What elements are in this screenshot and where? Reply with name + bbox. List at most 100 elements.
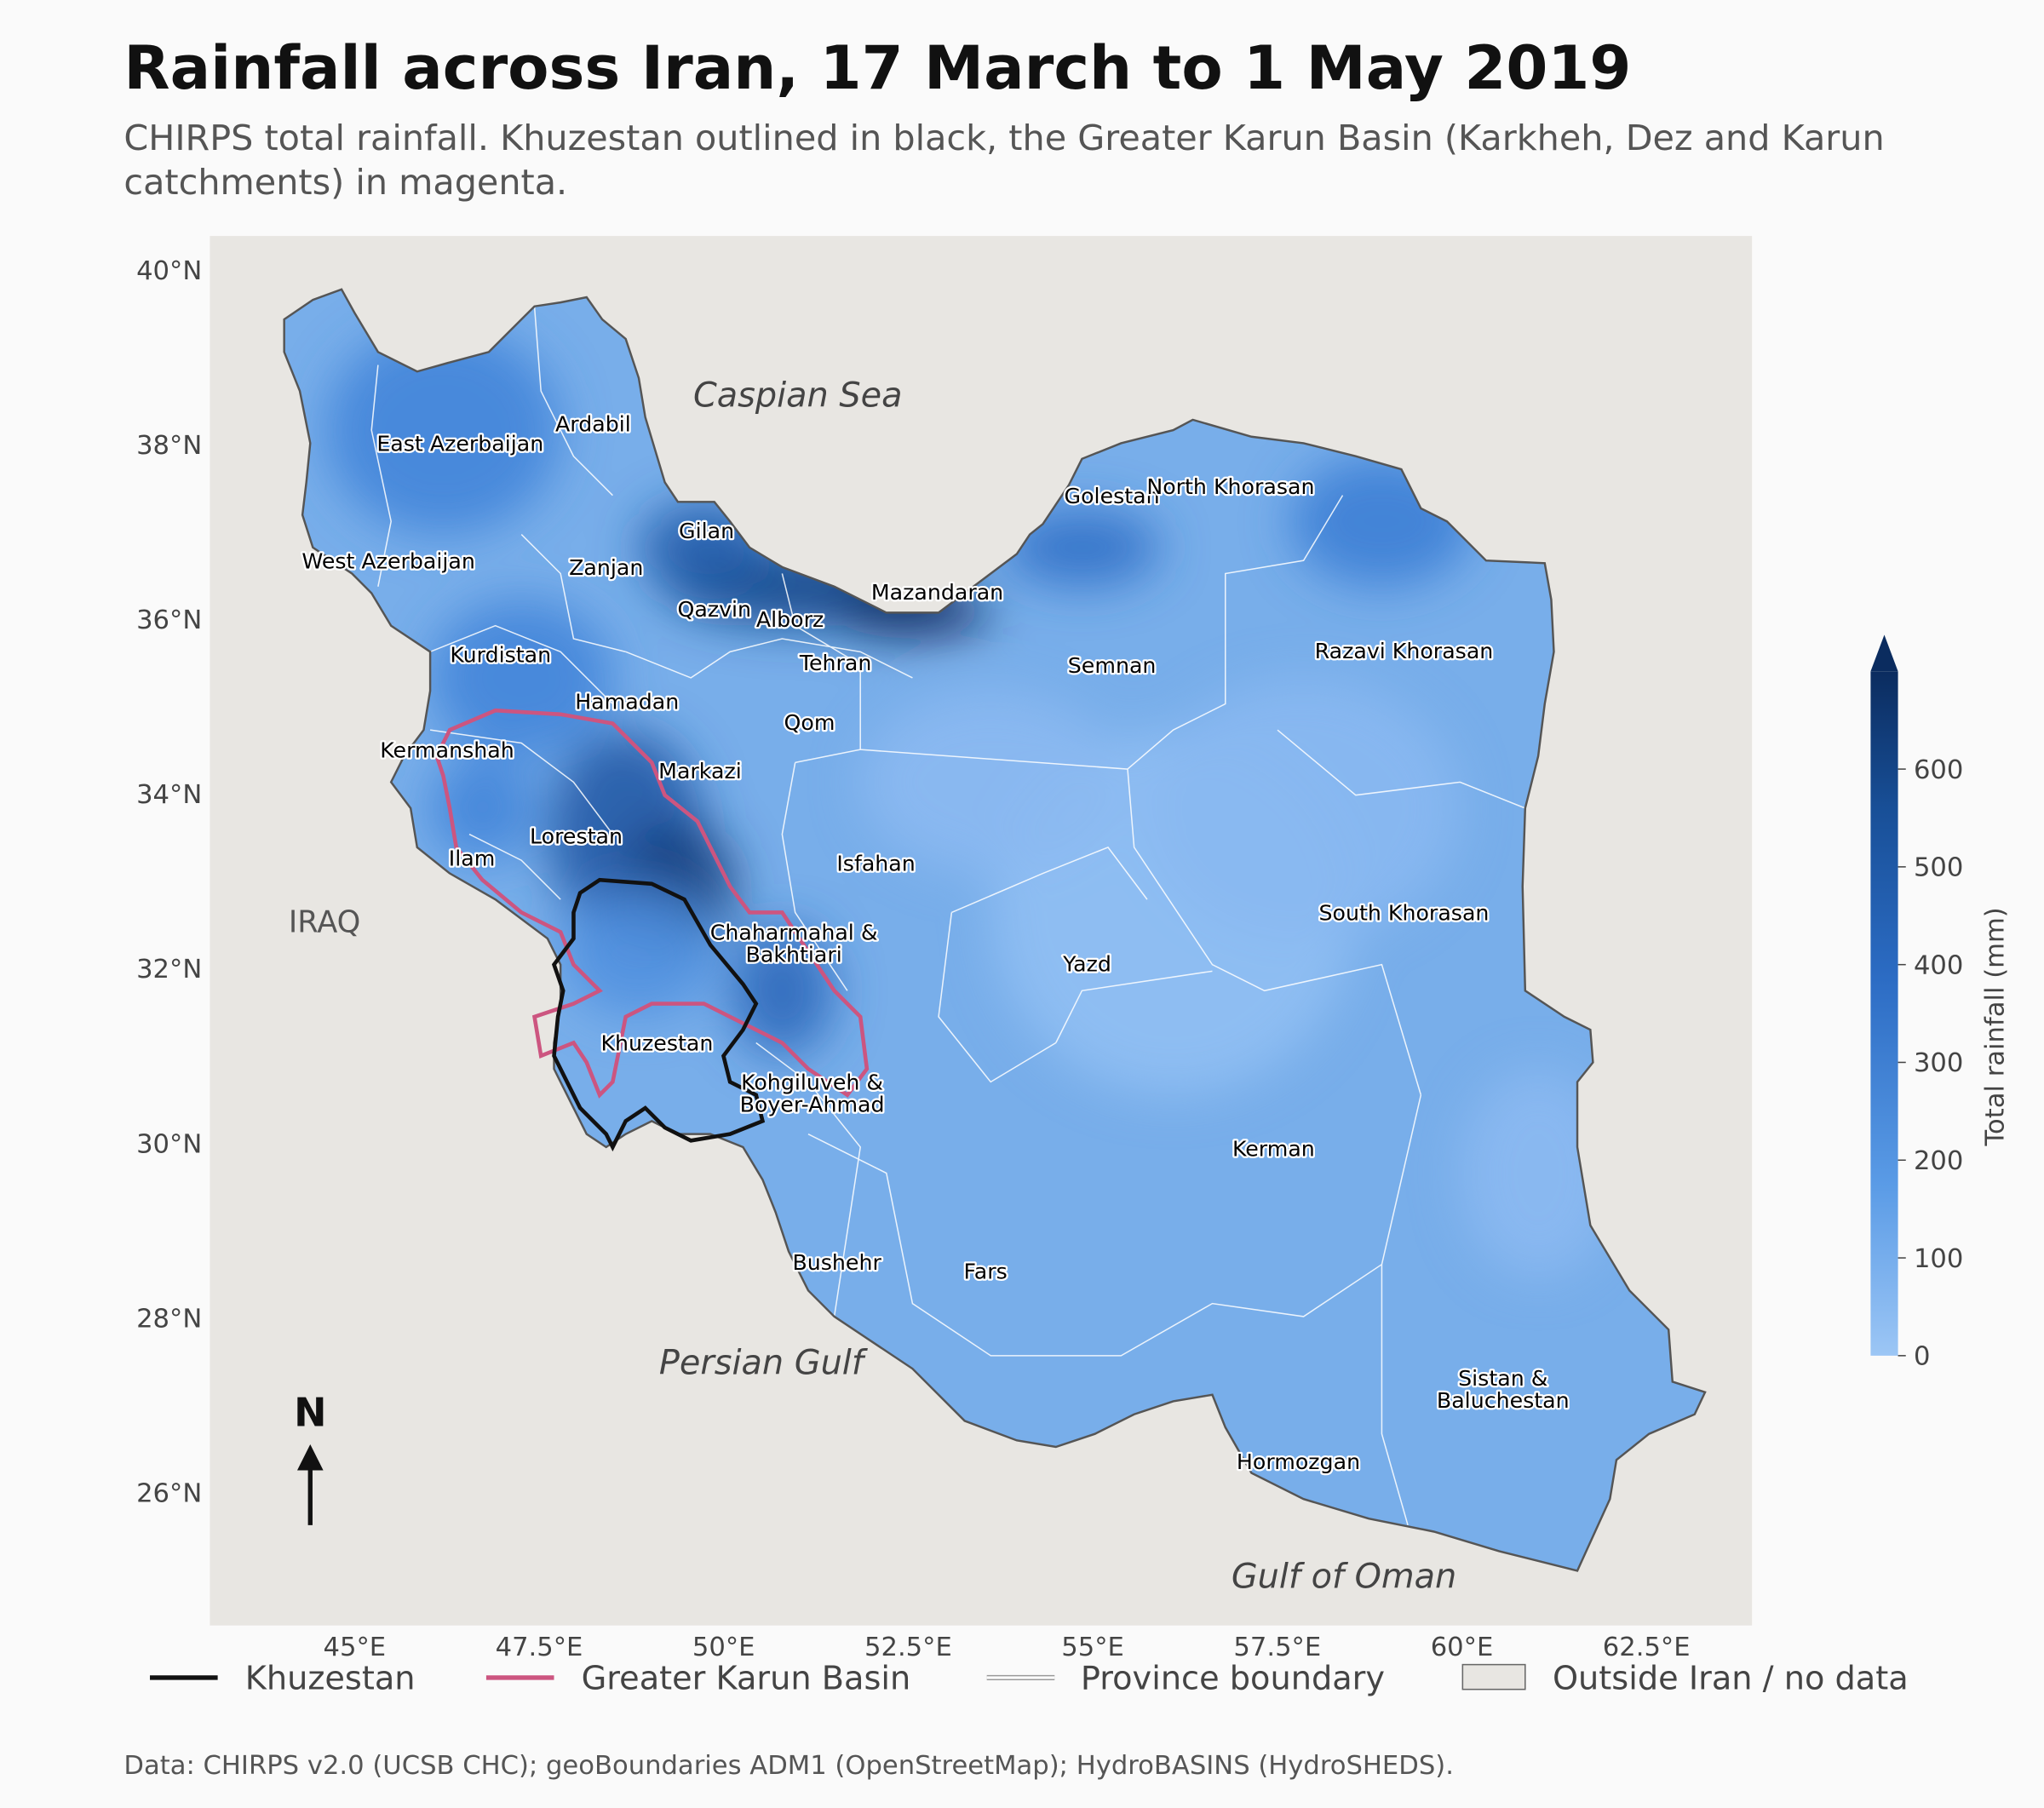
rainfall-blob [860, 691, 1122, 874]
lat-tick-label: 28°N [136, 1304, 202, 1334]
province-label: Ilam [449, 846, 496, 870]
lon-tick-label: 57.5°E [1233, 1633, 1321, 1662]
province-label: Semnan [1068, 653, 1157, 678]
legend-label: Outside Iran / no data [1553, 1660, 1909, 1698]
province-label: East Azerbaijan [376, 432, 543, 456]
province-label: Kerman [1232, 1137, 1315, 1162]
lon-tick-label: 52.5°E [864, 1633, 952, 1662]
iran-outline [283, 288, 1707, 1572]
province-line [755, 1042, 862, 1317]
province-label: Hormozgan [1237, 1449, 1360, 1474]
rainfall-blob [560, 886, 717, 1017]
source: Data: CHIRPS v2.0 (UCSB CHC); geoBoundar… [123, 1751, 1454, 1781]
legend-label: Khuzestan [245, 1660, 416, 1698]
lat-tick-label: 30°N [136, 1129, 202, 1159]
province-line [429, 624, 613, 705]
lat-tick-label: 38°N [136, 431, 202, 461]
province-line [781, 573, 861, 666]
province-label: Hamadan [575, 690, 679, 715]
khuzestan-outline [551, 877, 766, 1152]
colorbar-tick-label: 0 [1914, 1342, 1930, 1372]
water-label: Caspian Sea [693, 376, 903, 416]
legend-box [1461, 1663, 1526, 1690]
province-line [781, 762, 848, 991]
province-boundaries [370, 306, 1526, 1526]
lat-tick-label: 26°N [136, 1479, 202, 1509]
colorbar-tick-label: 200 [1914, 1146, 1963, 1176]
province-label: Ardabil [555, 412, 631, 437]
province-label: Fars [964, 1260, 1008, 1284]
lat-tick-label: 40°N [136, 256, 202, 286]
province-label: Gilan [679, 519, 734, 543]
province-label: Lorestan [530, 824, 623, 848]
province-label: Golestan [1065, 484, 1160, 508]
province-label: Kohgiluveh & [741, 1070, 883, 1095]
colorbar-extend [1870, 634, 1898, 672]
province-label: North Khorasan [1146, 474, 1314, 499]
province-label: Mazandaran [871, 580, 1003, 605]
province-line [468, 833, 561, 900]
subtitle: CHIRPS total rainfall. Khuzestan outline… [123, 118, 1884, 158]
colorbar-tick-label: 500 [1914, 853, 1963, 883]
province-line [370, 364, 392, 587]
province-line [1055, 970, 1213, 1043]
province-label: Chaharmahal & [710, 921, 878, 945]
lon-tick-label: 45°E [324, 1633, 387, 1662]
province-label: Markazi [658, 759, 742, 783]
province-label: Bushehr [792, 1250, 881, 1275]
north-arrow: N [294, 1390, 326, 1525]
water-label: Gulf of Oman [1232, 1557, 1456, 1596]
legend-label: Greater Karun Basin [582, 1660, 911, 1698]
province-label: Alborz [756, 607, 824, 632]
colorbar-tick-label: 400 [1914, 950, 1963, 980]
water-label: Persian Gulf [659, 1343, 869, 1382]
province-label: Zanjan [569, 555, 643, 580]
lat-tick-label: 34°N [136, 780, 202, 810]
north-label: N [294, 1390, 326, 1436]
province-label: Khuzestan [600, 1031, 713, 1056]
map-labels: Caspian Sea Persian Gulf Gulf of Oman IRAQ E… [289, 376, 1571, 1597]
province-label: Baluchestan [1437, 1388, 1570, 1413]
province-line [951, 846, 1148, 914]
lat-tick-label: 36°N [136, 606, 202, 635]
lat-tick-label: 32°N [136, 955, 202, 984]
title: Rainfall across Iran, 17 March to 1 May … [123, 33, 1631, 103]
province-label: Yazd [1062, 951, 1111, 976]
lon-tick-label: 47.5°E [496, 1633, 583, 1662]
rainfall-blob [1003, 508, 1161, 587]
lon-tick-label: 55°E [1061, 1633, 1124, 1662]
rainfall-blob [1146, 677, 1461, 939]
province-line [1381, 1264, 1409, 1526]
country-label: IRAQ [289, 904, 361, 939]
colorbar: 0 100 200 300 400 500 600 Total rainfall (mm) [1870, 634, 2011, 1372]
province-line [625, 638, 913, 679]
colorbar-body [1870, 671, 1898, 1356]
province-label: Bakhtiari [746, 943, 842, 967]
province-label: Sistan & [1458, 1366, 1547, 1391]
legend: Khuzestan Greater Karun Basin Province b… [150, 1660, 1909, 1698]
province-label: Kurdistan [450, 643, 551, 668]
province-label: Boyer-Ahmad [740, 1093, 885, 1117]
province-line [1127, 495, 1344, 770]
province-line [520, 534, 626, 653]
lon-tick-label: 60°E [1431, 1633, 1494, 1662]
colorbar-label: Total rainfall (mm) [1981, 907, 2011, 1146]
province-label: West Azerbaijan [301, 548, 475, 573]
legend-label: Province boundary [1081, 1660, 1385, 1698]
province-line [807, 1094, 1422, 1357]
province-label: Kermanshah [380, 738, 514, 762]
province-label: Tehran [799, 651, 872, 675]
province-label: Qom [784, 710, 835, 735]
province-label: South Khorasan [1319, 901, 1490, 926]
province-line [533, 306, 613, 496]
colorbar-tick-label: 600 [1914, 755, 1963, 785]
province-line [429, 729, 613, 835]
province-label: Razavi Khorasan [1315, 639, 1494, 663]
province-line [938, 912, 1057, 1083]
province-label: Qazvin [677, 597, 751, 622]
lon-tick-label: 62.5°E [1603, 1633, 1691, 1662]
subtitle: catchments) in magenta. [123, 162, 567, 203]
rainfall-blob [430, 600, 613, 756]
